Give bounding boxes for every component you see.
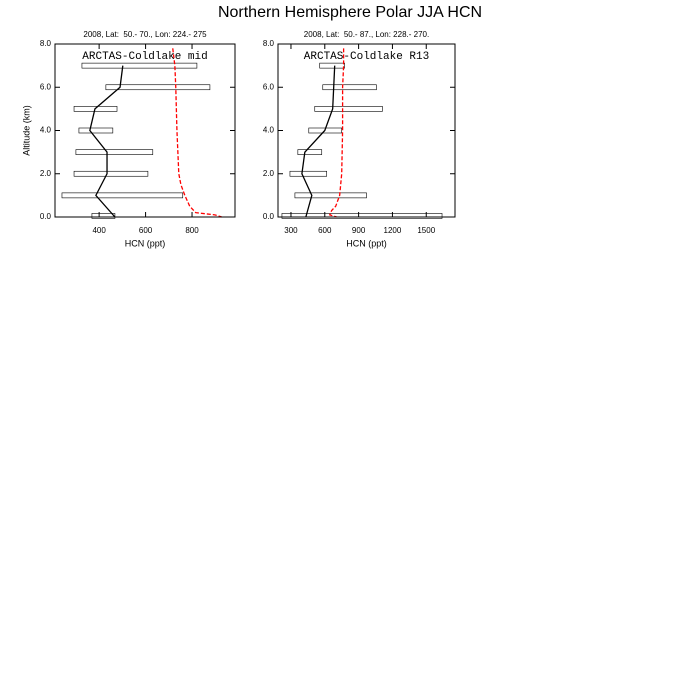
range-box [61,192,184,199]
range-box [78,127,114,134]
y-tick-label: 8.0 [263,39,275,48]
profile-line [172,48,222,218]
range-box [281,213,443,219]
page-title: Northern Hemisphere Polar JJA HCN [218,4,482,21]
y-tick-label: 4.0 [40,126,52,135]
y-tick-label: 2.0 [263,169,275,178]
x-tick-label: 300 [284,226,298,235]
x-tick-label: 400 [92,226,106,235]
annotation: ARCTAS-Coldlake mid [82,51,207,63]
plot-frame [54,43,236,218]
range-box [322,84,377,91]
y-tick-label: 0.0 [40,212,52,221]
range-box [319,62,345,69]
x-axis-label: HCN (ppt) [346,238,387,248]
y-tick-label: 6.0 [40,82,52,91]
range-box [289,170,328,177]
range-box [81,62,198,69]
x-tick-label: 900 [352,226,366,235]
y-tick-label: 2.0 [40,169,52,178]
x-tick-label: 600 [318,226,332,235]
y-tick-label: 8.0 [40,39,52,48]
profile-line [301,65,336,218]
y-tick-label: 0.0 [263,212,275,221]
range-box [91,213,116,219]
range-box [294,192,367,199]
x-tick-label: 600 [139,226,153,235]
range-box [75,149,154,155]
range-box [73,106,118,112]
profile-line [89,65,124,218]
y-tick-label: 4.0 [263,126,275,135]
subtitle: 2008, Lat: 50.- 70., Lon: 224.- 275 [83,30,207,39]
annotation: ARCTAS-Coldlake R13 [304,51,429,63]
plot-frame [277,43,456,218]
y-axis-label: Altitude (km) [21,105,31,156]
x-tick-label: 800 [185,226,199,235]
y-tick-label: 6.0 [263,82,275,91]
x-tick-label: 1500 [417,226,435,235]
x-axis-label: HCN (ppt) [125,238,166,248]
range-box [297,149,323,155]
range-box [73,170,149,177]
subtitle: 2008, Lat: 50.- 87., Lon: 228.- 270. [304,30,429,39]
x-tick-label: 1200 [384,226,402,235]
range-box [314,106,383,112]
range-box [105,84,211,91]
